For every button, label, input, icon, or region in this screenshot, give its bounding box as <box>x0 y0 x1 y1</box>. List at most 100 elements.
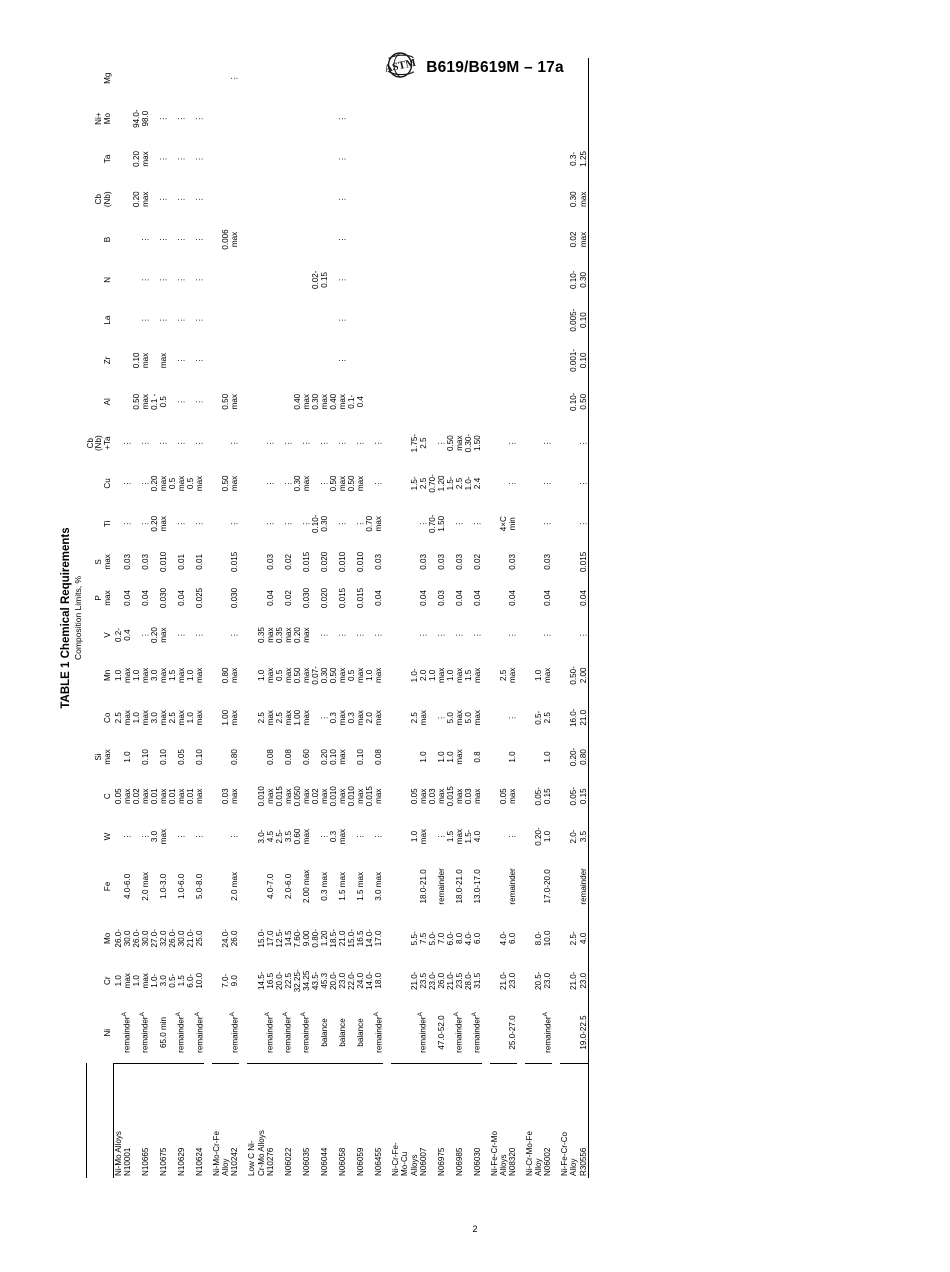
cell-pmax: 0.04 <box>418 590 428 606</box>
cell-mn: 0.50 max <box>292 667 311 684</box>
table-caption: TABLE 1 Chemical Requirements <box>60 527 72 709</box>
cell-pmax: 0.03 <box>436 590 446 606</box>
cell-ni+mo: ⋮ <box>338 114 348 123</box>
cell-cbnb: ⋮ <box>338 195 348 204</box>
cell-mn: 0.50- 2.00 <box>560 654 589 697</box>
cell-n: 0.02- 0.15 <box>310 270 329 290</box>
cell-w: ⋮ <box>230 832 240 841</box>
cell-w: 1.5 max <box>445 828 464 845</box>
cell-co: 2.5 max <box>274 710 293 726</box>
cell-v: 0.2- 0.4 <box>113 628 132 643</box>
cell-al: 0.50 max <box>131 393 150 410</box>
cell-la <box>464 300 482 340</box>
cell-co: 16.0- 21.0 <box>560 696 589 739</box>
cell-co: 0.3 max <box>347 710 366 726</box>
cell-zr <box>464 340 482 380</box>
cell-mo: 26.0- 30.0 <box>131 929 150 948</box>
cell-la <box>347 300 365 340</box>
cell-cbnb+ta: ⋮ <box>158 439 168 448</box>
cell-cbnb+ta: ⋮ <box>508 439 518 448</box>
cell-b: ⋮ <box>338 235 348 244</box>
cell-co: 3.0 max <box>149 710 168 726</box>
cell-la <box>311 300 329 340</box>
cell-w: ⋮ <box>195 832 205 841</box>
group-separator-cell <box>517 58 525 1178</box>
cell-co: ⋮ <box>319 713 329 722</box>
cell-simax: 1.0 <box>436 751 446 763</box>
cell-al: 0.40 max <box>292 393 311 410</box>
cell-fe: 18.0-21.0 <box>418 869 428 904</box>
cell-smax: 0.03 <box>418 554 428 570</box>
cell-co: 1.0 max <box>186 710 205 726</box>
cell-al: 0.1 - 0.5 <box>149 393 168 410</box>
cell-pmax: 0.015 <box>338 587 348 609</box>
cell-al: 0.50 max <box>221 393 240 410</box>
group-separator-cell <box>204 58 212 1178</box>
cell-cu: 0.30 max <box>292 475 311 492</box>
table-row: N10629 remainderA 0.5- 1.5 26.0- 30.0 1.0-6.… <box>168 58 187 1178</box>
cell-w: ⋮ <box>356 832 366 841</box>
cell-mn: 0.07- 0.30 <box>310 666 329 685</box>
cell-v: ⋮ <box>472 631 482 640</box>
cell-la: ⋮ <box>195 316 205 325</box>
cell-ni+mo: ⋮ <box>177 114 187 123</box>
cell-smax: 0.010 <box>338 551 348 573</box>
cell-mn: 1.5 max <box>463 667 482 683</box>
cell-cbnb <box>293 179 311 219</box>
cell-mg <box>490 58 517 98</box>
cell-ni+mo <box>347 98 365 138</box>
cell-v: 0.35 max <box>274 627 293 643</box>
column-header-ti: Ti <box>103 520 113 527</box>
cell-ni: remainderA <box>193 1012 205 1053</box>
group-separator-cell <box>239 58 247 1178</box>
cell-ta: 0.20 max <box>131 151 150 167</box>
cell-pmax: 0.025 <box>195 587 205 609</box>
cell-co: ⋮ <box>436 713 446 722</box>
table-row: Ni-Mo Alloys N10001 remainderA 1.0 max 26.0… <box>113 58 132 1178</box>
table-body: Ni-Mo Alloys N10001 remainderA 1.0 max 26.0… <box>113 58 589 1178</box>
cell-mn: 1.0 max <box>256 667 275 683</box>
cell-pmax: 0.04 <box>374 590 384 606</box>
cell-ni+mo <box>464 98 482 138</box>
cell-b: 0.006 max <box>221 229 240 250</box>
cell-ni+mo <box>293 98 311 138</box>
cell-zr <box>428 340 446 380</box>
cell-simax: 0.10 max <box>329 749 348 765</box>
cell-mo: 4.0- 6.0 <box>499 931 518 946</box>
cell-simax: 0.20 <box>319 749 329 765</box>
cell-ti: ⋮ <box>338 519 348 528</box>
cell-mg <box>391 58 427 98</box>
cell-v: ⋮ <box>140 631 150 640</box>
cell-ta <box>113 139 132 179</box>
cell-zr: max <box>158 352 168 369</box>
cell-co: 2.5 max <box>409 710 428 726</box>
cell-mo: 8.0- 10.0 <box>534 930 553 947</box>
cell-smax: 0.02 <box>283 554 293 570</box>
cell-mn: 1.0 max <box>365 667 384 683</box>
cell-co: 1.00 max <box>221 709 240 726</box>
cell-simax: 0.10 <box>140 749 150 765</box>
cell-ni+mo <box>212 98 239 138</box>
cell-v: ⋮ <box>508 631 518 640</box>
cell-ni: remainderA <box>121 1012 132 1053</box>
column-header-ni: Ni <box>103 1028 113 1037</box>
cell-v: ⋮ <box>418 631 428 640</box>
cell-smax: 0.01 <box>195 554 205 570</box>
cell-ta <box>311 139 329 179</box>
column-header-simax: Si max <box>94 749 113 765</box>
column-header-cr: Cr <box>103 976 113 986</box>
cell-fe: 4.0-7.0 <box>265 873 275 899</box>
cell-v: ⋮ <box>338 631 348 640</box>
cell-cu: ⋮ <box>374 479 384 488</box>
cell-pmax: 0.030 <box>158 587 168 609</box>
cell-cu: 0.50 max <box>347 475 366 492</box>
cell-mo: 27.0- 32.0 <box>149 929 168 948</box>
cell-c: 0.05 max <box>499 788 518 805</box>
table-row: N06975 47.0-52.0 23.0- 26.0 5.0- 7.0 remaind… <box>427 58 446 1178</box>
cell-cr: 1.0 max <box>113 973 132 989</box>
cell-ta <box>428 139 446 179</box>
cell-mg <box>275 58 293 98</box>
cell-fe: 4.0-6.0 <box>122 873 132 899</box>
cell-n: ⋮ <box>338 275 348 284</box>
cell-ni: remainderA <box>372 1012 384 1053</box>
